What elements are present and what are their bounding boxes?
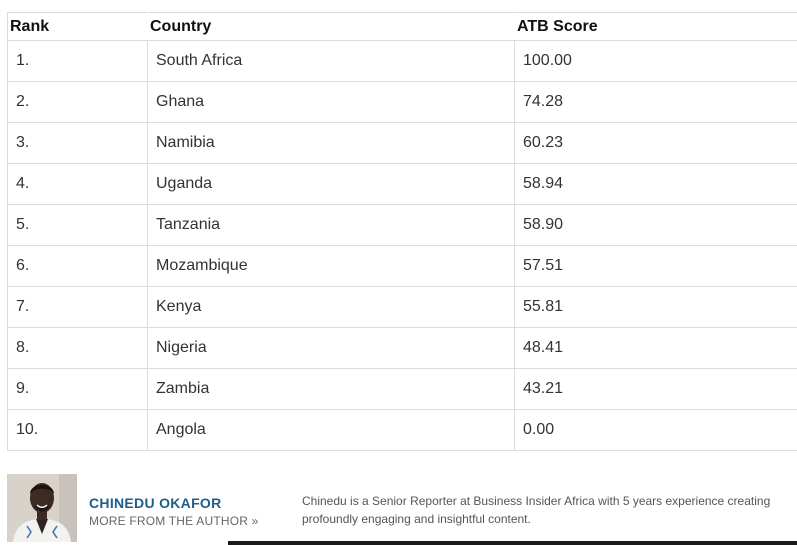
country-cell: South Africa	[147, 40, 515, 82]
rank-cell: 2.	[7, 81, 148, 123]
rank-cell: 1.	[7, 40, 148, 82]
rank-cell: 9.	[7, 368, 148, 410]
country-cell: Ghana	[147, 81, 515, 123]
table-row: 5. Tanzania 58.90	[7, 204, 797, 246]
score-cell: 100.00	[514, 40, 797, 82]
table-row: 2. Ghana 74.28	[7, 81, 797, 123]
table-row: 7. Kenya 55.81	[7, 286, 797, 328]
score-cell: 0.00	[514, 409, 797, 451]
author-box: CHINEDU OKAFOR MORE FROM THE AUTHOR » Ch…	[7, 474, 797, 545]
rank-cell: 3.	[7, 122, 148, 164]
column-header-score: ATB Score	[514, 12, 797, 41]
rank-cell: 8.	[7, 327, 148, 369]
table-row: 10. Angola 0.00	[7, 409, 797, 451]
table-row: 6. Mozambique 57.51	[7, 245, 797, 287]
score-cell: 60.23	[514, 122, 797, 164]
rank-cell: 4.	[7, 163, 148, 205]
country-cell: Uganda	[147, 163, 515, 205]
more-from-author-link[interactable]: MORE FROM THE AUTHOR »	[89, 514, 259, 528]
score-cell: 55.81	[514, 286, 797, 328]
bottom-divider-bar	[228, 541, 797, 545]
score-cell: 43.21	[514, 368, 797, 410]
table-row: 8. Nigeria 48.41	[7, 327, 797, 369]
score-cell: 58.90	[514, 204, 797, 246]
country-cell: Namibia	[147, 122, 515, 164]
score-cell: 57.51	[514, 245, 797, 287]
score-cell: 58.94	[514, 163, 797, 205]
author-name-link[interactable]: CHINEDU OKAFOR	[89, 495, 222, 511]
person-photo-icon	[7, 474, 77, 542]
score-cell: 74.28	[514, 81, 797, 123]
rank-cell: 5.	[7, 204, 148, 246]
rank-cell: 7.	[7, 286, 148, 328]
table-row: 3. Namibia 60.23	[7, 122, 797, 164]
score-cell: 48.41	[514, 327, 797, 369]
table-header-row: Rank Country ATB Score	[7, 12, 797, 41]
rank-cell: 10.	[7, 409, 148, 451]
country-cell: Angola	[147, 409, 515, 451]
country-cell: Mozambique	[147, 245, 515, 287]
table-row: 1. South Africa 100.00	[7, 40, 797, 82]
author-avatar[interactable]	[7, 474, 77, 542]
table-row: 9. Zambia 43.21	[7, 368, 797, 410]
country-cell: Zambia	[147, 368, 515, 410]
column-header-rank: Rank	[7, 12, 148, 41]
table-row: 4. Uganda 58.94	[7, 163, 797, 205]
column-header-country: Country	[147, 12, 515, 41]
rank-cell: 6.	[7, 245, 148, 287]
atb-ranking-table: Rank Country ATB Score 1. South Africa 1…	[7, 12, 797, 451]
country-cell: Nigeria	[147, 327, 515, 369]
country-cell: Kenya	[147, 286, 515, 328]
author-bio: Chinedu is a Senior Reporter at Business…	[302, 494, 771, 526]
country-cell: Tanzania	[147, 204, 515, 246]
